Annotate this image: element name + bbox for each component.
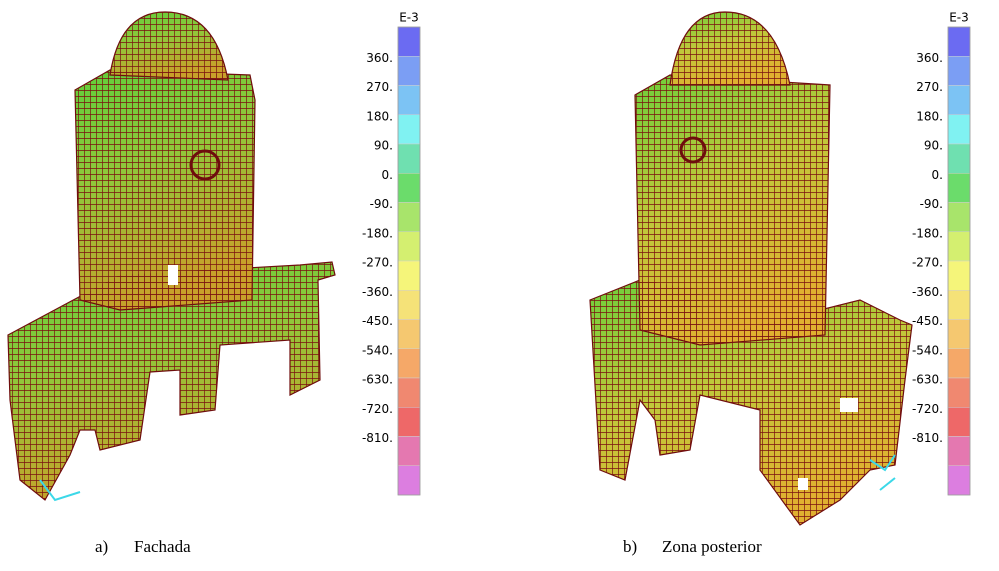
- legend-label: 360.: [916, 51, 943, 65]
- legend-label: -630.: [362, 373, 393, 387]
- legend-unit: E-3: [949, 11, 969, 25]
- legend-band: [948, 378, 970, 407]
- legend-band: [398, 378, 420, 407]
- legend-label: -360.: [362, 285, 393, 299]
- legend-band: [948, 27, 970, 56]
- legend-band: [398, 56, 420, 85]
- legend-band: [948, 232, 970, 261]
- legend: E-3 360. 270. 180. 90. 0. -90. -180. -270. -360. -…: [912, 11, 970, 496]
- legend-label: -810.: [362, 431, 393, 445]
- legend-band: [398, 349, 420, 378]
- caption: Zona posterior: [662, 537, 762, 556]
- legend-band: [948, 349, 970, 378]
- legend-band: [948, 261, 970, 290]
- legend-band: [948, 56, 970, 85]
- legend-label: -720.: [362, 402, 393, 416]
- legend-label: -90.: [920, 197, 943, 211]
- legend-label: -450.: [912, 314, 943, 328]
- legend-label: 270.: [366, 80, 393, 94]
- legend-label: -90.: [370, 197, 393, 211]
- legend-band: [948, 320, 970, 349]
- legend-label: -270.: [912, 256, 943, 270]
- legend-label: -450.: [362, 314, 393, 328]
- legend-label: 90.: [924, 139, 943, 153]
- legend-band: [948, 173, 970, 202]
- legend: E-3 360. 270. 180. 90. 0. -90. -180. -270. -360. -…: [362, 11, 420, 496]
- legend-band: [398, 232, 420, 261]
- legend-label: 360.: [366, 51, 393, 65]
- caption: Fachada: [134, 537, 191, 556]
- legend-label: -540.: [912, 343, 943, 357]
- model-a: [8, 12, 335, 500]
- legend-label: 180.: [916, 109, 943, 123]
- legend-band: [948, 144, 970, 173]
- legend-band: [948, 437, 970, 466]
- legend-band: [398, 144, 420, 173]
- caption-letter: b): [623, 537, 637, 556]
- legend-label: -360.: [912, 285, 943, 299]
- legend-band: [948, 466, 970, 495]
- legend-band: [948, 407, 970, 436]
- legend-label: -270.: [362, 256, 393, 270]
- legend-label: -540.: [362, 343, 393, 357]
- legend-band: [398, 203, 420, 232]
- legend-band: [398, 320, 420, 349]
- legend-band: [398, 86, 420, 115]
- legend-band: [398, 290, 420, 319]
- legend-band: [398, 407, 420, 436]
- legend-unit: E-3: [399, 11, 419, 25]
- legend-label: 180.: [366, 109, 393, 123]
- legend-label: 90.: [374, 139, 393, 153]
- legend-label: 0.: [932, 168, 943, 182]
- caption-letter: a): [95, 537, 108, 556]
- legend-label: -180.: [912, 226, 943, 240]
- legend-label: 270.: [916, 80, 943, 94]
- legend-band: [398, 437, 420, 466]
- legend-band: [948, 290, 970, 319]
- figure: E-3 360. 270. 180. 90. 0. -90. -180. -270. -360. -…: [0, 0, 999, 571]
- legend-band: [948, 86, 970, 115]
- legend-band: [398, 466, 420, 495]
- model-b: [590, 12, 912, 525]
- legend-band: [948, 203, 970, 232]
- legend-band: [398, 173, 420, 202]
- legend-label: -720.: [912, 402, 943, 416]
- legend-label: -810.: [912, 431, 943, 445]
- legend-band: [948, 115, 970, 144]
- legend-band: [398, 27, 420, 56]
- legend-band: [398, 115, 420, 144]
- legend-label: -630.: [912, 373, 943, 387]
- legend-band: [398, 261, 420, 290]
- legend-label: -180.: [362, 226, 393, 240]
- legend-label: 0.: [382, 168, 393, 182]
